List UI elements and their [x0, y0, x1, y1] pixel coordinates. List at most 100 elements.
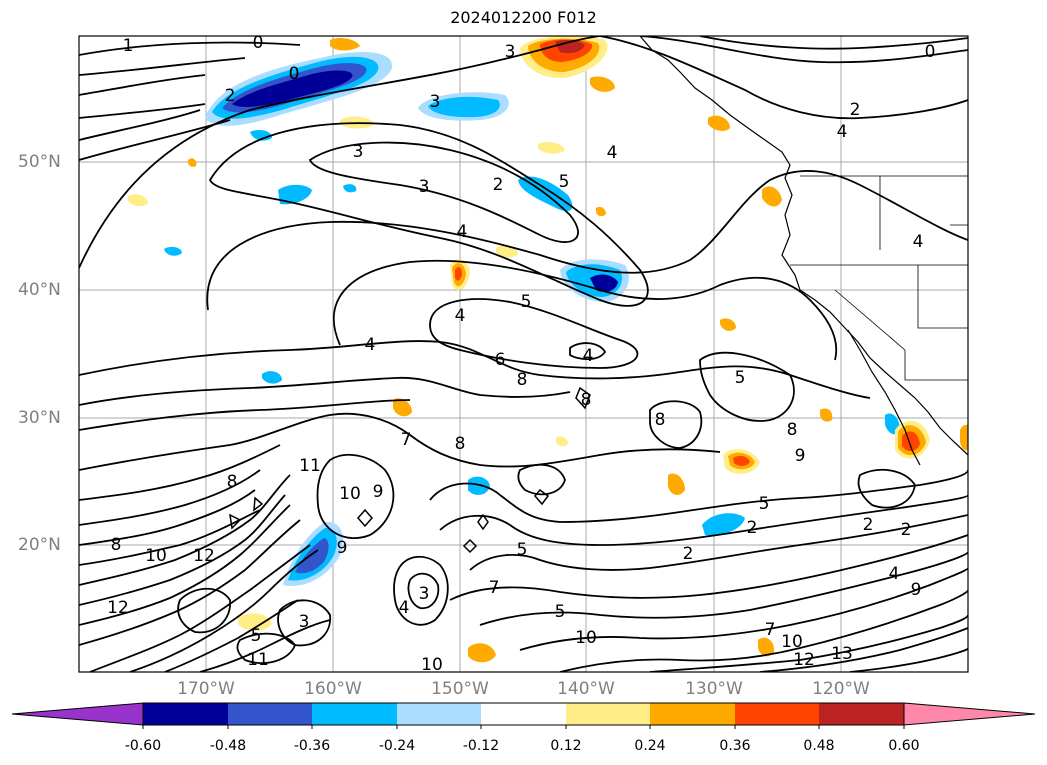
plot-frame [78, 35, 969, 673]
lat-label: 20°N [18, 535, 61, 555]
contour-label: 2 [493, 175, 504, 195]
contour-label: 7 [765, 620, 776, 640]
shade-blob [468, 643, 496, 663]
colorbar-segment [650, 703, 735, 725]
shade-blob [455, 267, 462, 281]
contour-label: 6 [495, 350, 506, 370]
contour-label: 9 [911, 580, 922, 600]
lon-label: 120°W [812, 679, 870, 699]
contour-label: 3 [419, 177, 430, 197]
shade-blob [188, 158, 197, 167]
contour-label: 4 [455, 306, 466, 326]
lon-label: 160°W [304, 679, 362, 699]
colorbar-segment [566, 703, 650, 725]
contour-label: 8 [517, 370, 528, 390]
colorbar-extend-high [903, 702, 1036, 726]
lon-label: 150°W [431, 679, 489, 699]
contour-label: 8 [111, 535, 122, 555]
contour-label: 10 [781, 632, 803, 652]
contour-label: 5 [555, 602, 566, 622]
contour-label: 0 [253, 33, 264, 53]
shade-blob [733, 455, 750, 466]
shade-blob [708, 115, 730, 131]
shade-blob [590, 76, 615, 92]
contour-label: 9 [795, 446, 806, 466]
shade-blob [702, 513, 745, 536]
contour-label: 7 [489, 578, 500, 598]
contour-label: 2 [850, 100, 861, 120]
shade-blob [295, 538, 329, 574]
contour-label: 2 [901, 520, 912, 540]
shade-blob [820, 408, 833, 422]
shade-blob [762, 186, 782, 207]
shade-blob [758, 637, 775, 657]
colorbar-tick-label: -0.60 [124, 738, 162, 754]
lat-label: 40°N [18, 280, 61, 300]
negative-anomaly-shading [164, 52, 900, 586]
contour-label: 12 [793, 650, 815, 670]
colorbar-tick-label: -0.48 [209, 738, 247, 754]
lon-label: 130°W [685, 679, 743, 699]
colorbar-segment [735, 703, 819, 725]
shade-blob [720, 318, 736, 331]
map-title: 2024012200 F012 [450, 8, 597, 27]
colorbar-segment [228, 703, 312, 725]
coastline [639, 36, 968, 456]
contour-label: 11 [247, 650, 269, 670]
contour-label: 4 [837, 122, 848, 142]
shade-blob [668, 473, 685, 495]
contour-label: 7 [401, 430, 412, 450]
contour-label: 4 [365, 335, 376, 355]
shade-blob [393, 398, 412, 417]
contour-label: 12 [107, 598, 129, 618]
colorbar-tick-label: 0.48 [803, 738, 835, 754]
colorbar-tick-label: 0.60 [888, 738, 920, 754]
colorbar-segment [397, 703, 481, 725]
contour-label: 8 [787, 420, 798, 440]
colorbar-tick-label: 0.12 [550, 738, 582, 754]
colorbar-segment [819, 703, 904, 725]
contour-label: 0 [925, 42, 936, 62]
contour-label: 0 [289, 64, 300, 84]
shade-blob [538, 142, 565, 154]
colorbar-tick-label: -0.12 [462, 738, 500, 754]
colorbar-tick-label: -0.36 [293, 738, 331, 754]
shade-blob [164, 246, 182, 256]
shade-blob [278, 184, 312, 205]
colorbar-extend-low [11, 702, 144, 726]
gridlines [79, 36, 968, 672]
contour-label: 4 [583, 346, 594, 366]
colorbar-tick-label: 0.24 [634, 738, 666, 754]
contour-label: 5 [521, 292, 532, 312]
lat-label: 50°N [18, 152, 61, 172]
contour-label: 4 [399, 598, 410, 618]
contour-label: 10 [421, 655, 443, 675]
shade-blob [262, 371, 282, 384]
contour-label: 2 [225, 86, 236, 106]
lon-label: 170°W [177, 679, 235, 699]
contour-label: 5 [735, 368, 746, 388]
shade-blob [232, 70, 353, 107]
shade-blob [902, 431, 920, 452]
contour-label: 5 [251, 626, 262, 646]
contour-label: 1 [123, 36, 134, 56]
shade-blob [343, 184, 357, 193]
shade-blob [596, 206, 606, 217]
contour-label: 8 [455, 434, 466, 454]
contour-label-group: 1 0 0 3 0 2 4 2 3 3 4 3 2 5 4 4 5 4 6 8 … [107, 33, 936, 675]
shade-blob [590, 274, 618, 292]
contour-label: 2 [747, 518, 758, 538]
contour-label: 10 [339, 484, 361, 504]
shade-blob [468, 476, 490, 495]
contour-label: 5 [517, 540, 528, 560]
contour-label: 3 [430, 92, 441, 112]
shade-blob [428, 96, 500, 118]
contour-label: 4 [607, 143, 618, 163]
contour-label: 12 [193, 546, 215, 566]
colorbar-segment [481, 703, 566, 725]
contour-label: 13 [831, 644, 853, 664]
contour-lines [79, 36, 968, 672]
political-borders [790, 175, 968, 381]
colorbar-frame [142, 702, 905, 726]
